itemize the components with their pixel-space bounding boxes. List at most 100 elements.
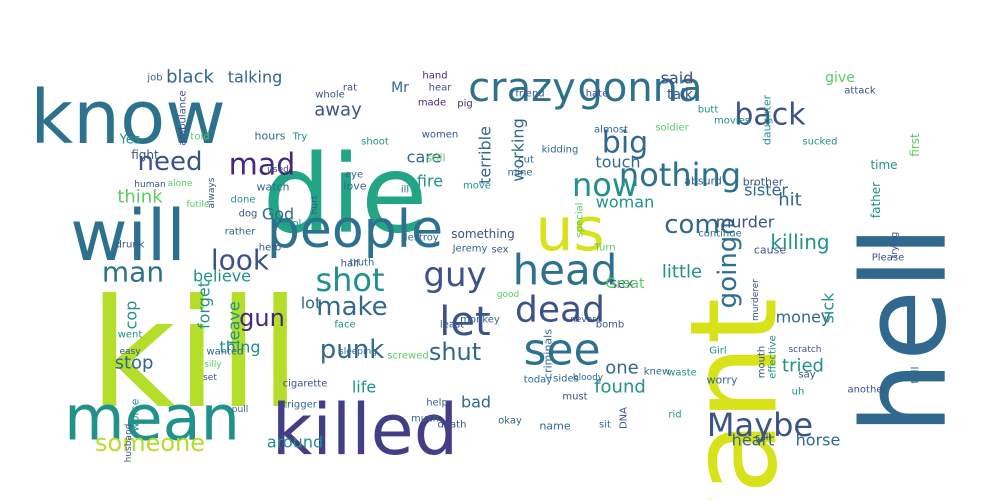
cloud-word: fire (417, 172, 443, 191)
cloud-word: lot (301, 294, 322, 313)
cloud-word: Mr (391, 80, 409, 96)
cloud-word: move (463, 181, 491, 192)
cloud-word: sex (491, 245, 508, 256)
cloud-word: name (539, 420, 570, 433)
cloud-word: women (422, 130, 459, 141)
cloud-word: told (190, 132, 209, 143)
cloud-word: something (451, 227, 515, 241)
cloud-word: one (605, 358, 639, 379)
cloud-word: another (847, 385, 887, 396)
cloud-word: someone (95, 429, 205, 457)
cloud-word: come (664, 210, 736, 240)
cloud-word: friend (515, 89, 544, 100)
cloud-word: mine (507, 168, 532, 179)
cloud-word: ambulance (178, 90, 189, 145)
cloud-word: must (562, 392, 587, 403)
cloud-word: heart (732, 431, 775, 450)
cloud-word: Maybe (707, 406, 813, 444)
cloud-word: murderer (751, 279, 761, 321)
cloud-word: us (535, 195, 604, 265)
cloud-word: sick (819, 292, 838, 324)
cloud-word: continue (698, 229, 741, 240)
cloud-word: care (407, 148, 442, 167)
cloud-word: time (870, 158, 897, 172)
cloud-word: going (713, 236, 743, 309)
cloud-word: special (575, 203, 586, 238)
cloud-word: wanted (206, 347, 243, 358)
cloud-word: movies (714, 116, 750, 127)
cloud-word: mean (64, 382, 240, 455)
cloud-word: call (755, 433, 770, 443)
cloud-word: sucked (803, 137, 838, 148)
cloud-word: drunk (116, 240, 145, 251)
cloud-word: killing (770, 230, 829, 254)
cloud-word: kidding (542, 145, 579, 156)
cloud-word: rat (343, 83, 357, 94)
cloud-word: knew (644, 367, 670, 378)
cloud-word: mouth (757, 346, 768, 378)
cloud-word: still (426, 152, 445, 165)
cloud-word: woman (596, 193, 654, 212)
cloud-word: say (798, 370, 815, 381)
cloud-word: back (734, 98, 806, 133)
cloud-word: die (262, 133, 427, 258)
cloud-word: give (825, 70, 855, 86)
cloud-word: around (267, 433, 323, 452)
cloud-word: horse (796, 431, 841, 450)
cloud-word: will (70, 195, 186, 277)
cloud-word: worse (129, 398, 142, 431)
cloud-word: stop (115, 353, 154, 374)
cloud-word: daughter (761, 94, 774, 145)
cloud-word: help (426, 398, 448, 409)
cloud-word: see (523, 325, 600, 376)
cloud-word: talk (667, 87, 694, 103)
cloud-word: Please (872, 253, 904, 264)
cloud-word: today (524, 375, 553, 386)
cloud-word: bad (461, 393, 491, 412)
cloud-word: watch (256, 181, 289, 194)
cloud-word: dead (515, 290, 605, 331)
cloud-word: shot (315, 261, 384, 299)
cloud-word: easy (119, 347, 141, 357)
cloud-word: first (908, 133, 922, 157)
cloud-word: now (572, 166, 638, 204)
cloud-word: worry (706, 374, 738, 387)
cloud-word: set (203, 373, 217, 383)
cloud-word: black (166, 67, 214, 88)
cloud-word: eye (345, 170, 363, 181)
cloud-word: hero (259, 243, 282, 254)
cloud-word: DNA (619, 407, 630, 429)
cloud-word: Yes (119, 133, 141, 148)
cloud-word: life (352, 378, 376, 397)
cloud-word: punk (320, 335, 385, 365)
cloud-word: half (341, 259, 360, 270)
cloud-word: nothing (619, 156, 741, 194)
cloud-word: little (662, 262, 702, 283)
cloud-word: face (334, 320, 355, 331)
cloud-word: always (207, 177, 217, 208)
cloud-word: effective (768, 335, 779, 378)
cloud-word: cop (122, 301, 141, 330)
cloud-word: Great (606, 276, 645, 292)
cloud-word: God (262, 205, 294, 224)
cloud-word: make (316, 292, 387, 322)
cloud-word: think (117, 187, 163, 208)
cloud-word: hit (778, 190, 801, 211)
cloud-word: fight (131, 148, 159, 162)
cloud-word: head (513, 246, 618, 295)
cloud-word: big (602, 126, 648, 161)
cloud-word: almost (594, 125, 628, 136)
cloud-word: know (30, 75, 226, 161)
cloud-word: trying (890, 232, 900, 258)
cloud-word: talking (228, 68, 283, 87)
cloud-word: much (411, 414, 439, 425)
cloud-word: mad (229, 148, 296, 183)
cloud-word: made (418, 98, 446, 109)
cloud-word: found (594, 377, 646, 398)
cloud-word: job (146, 73, 162, 84)
cloud-word: futile (187, 200, 210, 210)
cloud-word: uh (792, 387, 805, 398)
cloud-word: absurd (684, 175, 722, 188)
cloud-word: said (661, 69, 694, 88)
cloud-word: tell (909, 366, 922, 383)
